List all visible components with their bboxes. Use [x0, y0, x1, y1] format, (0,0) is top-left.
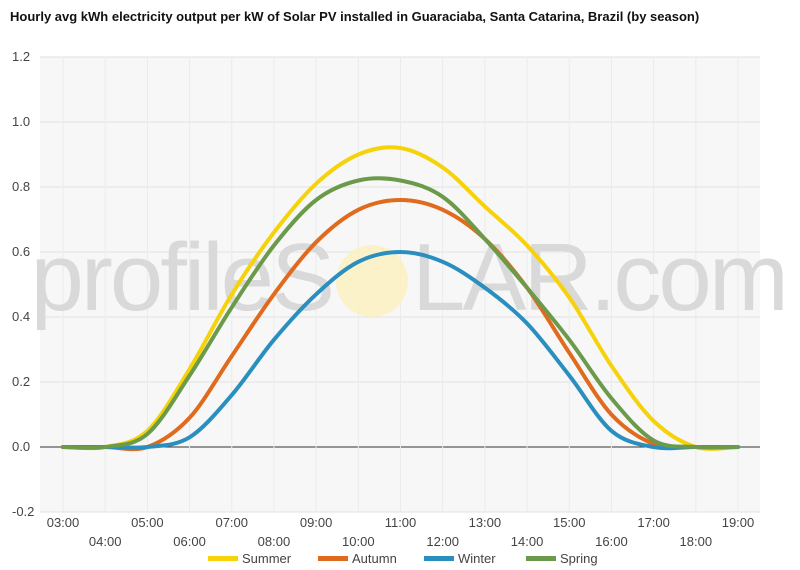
y-tick-label: 0.0 — [12, 439, 30, 454]
watermark-text-right: LAR.com — [412, 224, 786, 331]
x-tick-label: 14:00 — [511, 534, 544, 549]
y-tick-label: 0.4 — [12, 309, 30, 324]
legend-label-summer: Summer — [242, 551, 292, 566]
series-line-spring — [61, 176, 740, 450]
x-tick-label: 03:00 — [47, 515, 80, 530]
x-tick-label: 07:00 — [215, 515, 248, 530]
y-tick-label: -0.2 — [12, 504, 34, 519]
legend-label-autumn: Autumn — [352, 551, 397, 566]
x-tick-label: 19:00 — [722, 515, 755, 530]
series-line-summer — [61, 145, 740, 451]
legend-label-spring: Spring — [560, 551, 598, 566]
legend-swatch-summer — [208, 556, 238, 561]
legend-swatch-winter — [424, 556, 454, 561]
y-tick-label: 1.2 — [12, 49, 30, 64]
x-tick-label: 05:00 — [131, 515, 164, 530]
x-tick-label: 11:00 — [385, 515, 417, 530]
x-tick-label: 12:00 — [426, 534, 459, 549]
x-tick-label: 04:00 — [89, 534, 122, 549]
x-tick-label: 06:00 — [173, 534, 206, 549]
x-tick-label: 17:00 — [637, 515, 670, 530]
y-tick-label: 0.2 — [12, 374, 30, 389]
legend-swatch-spring — [526, 556, 556, 561]
y-tick-label: 1.0 — [12, 114, 30, 129]
x-tick-label: 10:00 — [342, 534, 375, 549]
x-tick-label: 16:00 — [595, 534, 628, 549]
legend-swatch-autumn — [318, 556, 348, 561]
x-tick-label: 18:00 — [680, 534, 713, 549]
chart-title: Hourly avg kWh electricity output per kW… — [10, 9, 700, 24]
series-line-winter — [61, 250, 740, 451]
x-tick-label: 15:00 — [553, 515, 586, 530]
y-tick-label: 0.8 — [12, 179, 30, 194]
legend-label-winter: Winter — [458, 551, 496, 566]
x-tick-label: 13:00 — [469, 515, 502, 530]
series-line-autumn — [61, 198, 740, 452]
x-tick-label: 08:00 — [258, 534, 291, 549]
x-tick-label: 09:00 — [300, 515, 333, 530]
y-tick-label: 0.6 — [12, 244, 30, 259]
